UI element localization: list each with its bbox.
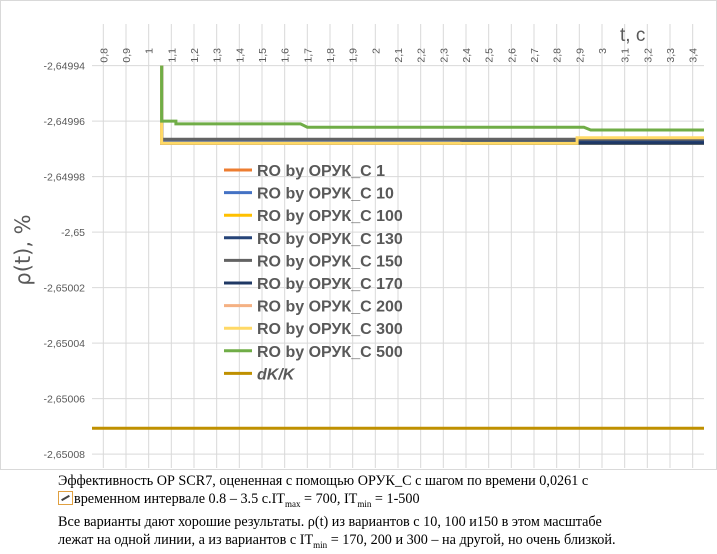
x-tick-label: 1 (144, 48, 156, 54)
y-axis-ticks: -2,64994 -2,64996 -2,64998 -2,65 -2,65002 -2,… (44, 61, 86, 462)
y-tick-label: -2,64996 (44, 116, 86, 128)
caption-line-2-a: временном интервале 0.8 – 3.5 с.IT (74, 491, 285, 507)
legend: RO by ОРУК_С 1 RO by ОРУК_С 10 RO by ОРУК_… (224, 163, 403, 383)
caption-line-2-b: = 700, IT (300, 491, 358, 507)
legend-label: dK/K (257, 366, 296, 383)
series-line (160, 65, 704, 132)
y-tick-label: -2,65 (61, 227, 85, 239)
x-tick-label: 3,1 (620, 48, 632, 63)
legend-label: RO by ОРУК_С 300 (257, 321, 403, 338)
caption-line-2: временном интервале 0.8 – 3.5 с.ITmax = … (58, 490, 708, 513)
caption-line-1: Эффективность ОР SCR7, оцененная с помощ… (58, 473, 589, 489)
series-group (92, 65, 704, 430)
legend-label: RO by ОРУК_С 500 (257, 344, 403, 361)
x-tick-label: 2,3 (438, 48, 450, 63)
x-tick-label: 0,9 (121, 48, 133, 63)
x-tick-label: 3,3 (665, 48, 677, 63)
x-tick-label: 1,6 (280, 48, 292, 63)
x-tick-label: 2,8 (552, 48, 564, 63)
x-tick-label: 2,1 (393, 48, 405, 63)
y-tick-label: -2,65004 (44, 338, 86, 350)
caption-sub-max: max (284, 498, 301, 509)
x-tick-label: 3 (597, 48, 609, 54)
x-axis-label: t, c (620, 25, 645, 46)
x-tick-label: 0,8 (98, 48, 110, 63)
x-tick-label: 1,5 (257, 48, 269, 63)
legend-label: RO by ОРУК_С 170 (257, 276, 403, 293)
y-axis-label: ρ(t), % (11, 214, 35, 285)
x-tick-label: 1,9 (348, 48, 360, 63)
caption-sub-min: min (357, 498, 372, 509)
anchor-icon[interactable] (58, 491, 73, 505)
x-tick-label: 2,6 (506, 48, 518, 63)
x-tick-label: 1,7 (302, 48, 314, 63)
line-chart: -2,64994 -2,64996 -2,64998 -2,65 -2,65002 -2,… (0, 0, 717, 470)
x-tick-label: 2,4 (461, 48, 473, 63)
y-tick-label: -2,65008 (44, 449, 86, 461)
x-tick-label: 3,2 (642, 48, 654, 63)
caption-sub-min-2: min (313, 539, 328, 550)
legend-label: RO by ОРУК_С 200 (257, 299, 403, 316)
y-tick-label: -2,65006 (44, 394, 86, 406)
caption-line-4-a: лежат на одной линии, а из вариантов с I… (58, 531, 314, 548)
y-tick-label: -2,65002 (44, 283, 86, 295)
x-tick-label: 1,2 (189, 48, 201, 63)
x-tick-label: 2 (370, 48, 382, 54)
legend-label: RO by ОРУК_С 130 (257, 231, 403, 248)
x-tick-label: 3,4 (688, 48, 700, 63)
figure-caption: Эффективность ОР SCR7, оцененная с помощ… (58, 472, 708, 554)
legend-label: RO by ОРУК_С 100 (257, 208, 403, 225)
x-tick-label: 2,7 (529, 48, 541, 63)
x-tick-label: 1,8 (325, 48, 337, 63)
x-tick-label: 2,5 (484, 48, 496, 63)
grid (92, 24, 704, 468)
legend-label: RO by ОРУК_С 1 (257, 163, 385, 180)
x-tick-label: 1,4 (234, 48, 246, 63)
x-axis-ticks: 0,8 0,9 1 1,1 1,2 1,3 1,4 1,5 1,6 1,7 1,8 1,9 2 2,1 2,… (98, 48, 699, 63)
y-tick-label: -2,64994 (44, 61, 86, 73)
x-tick-label: 1,1 (166, 48, 178, 63)
x-tick-label: 2,9 (574, 48, 586, 63)
y-tick-label: -2,64998 (44, 172, 86, 184)
caption-line-4: лежат на одной линии, а из вариантов с I… (58, 531, 708, 554)
legend-label: RO by ОРУК_С 10 (257, 186, 394, 203)
legend-label: RO by ОРУК_С 150 (257, 253, 403, 270)
x-tick-label: 2,2 (416, 48, 428, 63)
caption-line-4-b: = 170, 200 и 300 – на другой, но очень б… (327, 531, 616, 548)
caption-line-3: Все варианты дают хорошие результаты. ρ(… (58, 513, 602, 530)
chart-border (0, 0, 717, 470)
x-tick-label: 1,3 (212, 48, 224, 63)
caption-line-2-c: = 1-500 (371, 491, 420, 507)
